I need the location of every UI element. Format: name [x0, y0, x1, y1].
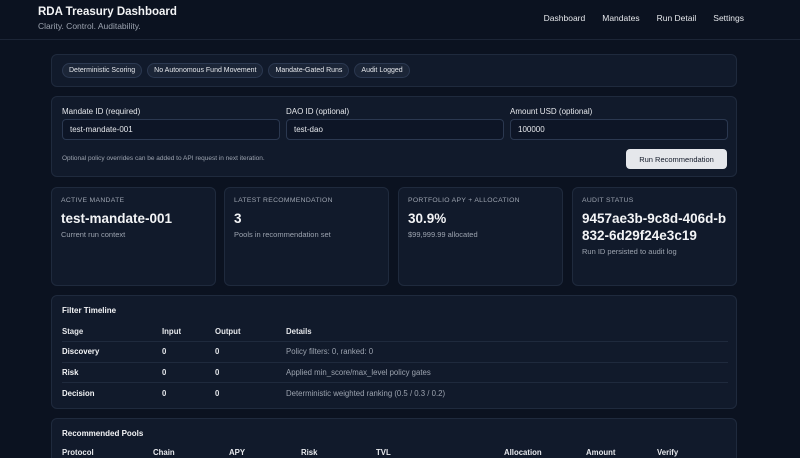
input-cell: 0	[162, 341, 215, 363]
stage-cell: Decision	[62, 388, 95, 398]
stat-latest-recommendation: Latest Recommendation 3 Pools in recomme…	[224, 187, 389, 286]
column-header: Output	[215, 321, 286, 342]
principles-bar: Deterministic Scoring No Autonomous Fund…	[51, 54, 737, 87]
stat-label: Active Mandate	[61, 197, 125, 204]
stat-value: 30.9%	[408, 211, 447, 226]
stat-label: Portfolio APY + Allocation	[408, 197, 520, 204]
table-header-row: Stage Input Output Details	[62, 321, 728, 342]
column-header: Chain	[153, 448, 175, 457]
nav-mandates[interactable]: Mandates	[602, 13, 640, 23]
stat-caption: Pools in recommendation set	[234, 230, 331, 239]
column-header: APY	[229, 448, 246, 457]
amount-usd-label: Amount USD (optional)	[510, 107, 593, 116]
column-header: Allocation	[504, 448, 542, 457]
app-title: RDA Treasury Dashboard	[38, 6, 177, 18]
column-header: Verify	[657, 448, 679, 457]
stat-active-mandate: Active Mandate test-mandate-001 Current …	[51, 187, 216, 286]
stat-portfolio-apy: Portfolio APY + Allocation 30.9% $99,999…	[398, 187, 563, 286]
nav-dashboard[interactable]: Dashboard	[543, 13, 586, 23]
stat-value: 9457ae3b-9c8d-406d-b832-6d29f24e3c19	[582, 211, 727, 243]
dao-id-input[interactable]	[286, 119, 504, 140]
stat-value: 3	[234, 211, 242, 226]
stat-caption: Run ID persisted to audit log	[582, 247, 677, 256]
main-nav: Dashboard Mandates Run Detail Settings	[544, 13, 744, 23]
run-recommendation-button[interactable]: Run Recommendation	[626, 149, 727, 169]
stat-caption: Current run context	[61, 230, 126, 239]
tag-audit-logged: Audit Logged	[354, 63, 410, 78]
section-title: Recommended Pools	[62, 429, 144, 438]
section-title: Filter Timeline	[62, 306, 117, 315]
column-header: Input	[162, 321, 215, 342]
nav-settings[interactable]: Settings	[713, 13, 744, 23]
output-cell: 0	[215, 362, 286, 383]
stage-cell: Discovery	[62, 341, 162, 363]
amount-usd-input[interactable]	[510, 119, 728, 140]
pools-header-row: Protocol Chain APY Risk TVL Allocation A…	[62, 448, 728, 458]
mandate-id-label: Mandate ID (required)	[62, 107, 141, 116]
tag-mandate-gated: Mandate-Gated Runs	[268, 63, 350, 78]
details-cell: Applied min_score/max_level policy gates	[286, 362, 728, 383]
input-cell: 0	[162, 362, 215, 383]
table-row: Risk 0 0 Applied min_score/max_level pol…	[62, 362, 728, 383]
input-cell: 0	[162, 388, 167, 398]
table-row: Discovery 0 0 Policy filters: 0, ranked:…	[62, 341, 728, 363]
nav-run-detail[interactable]: Run Detail	[656, 13, 697, 23]
run-form: Mandate ID (required) DAO ID (optional) …	[51, 96, 737, 177]
output-cell: 0	[215, 341, 286, 363]
dao-id-label: DAO ID (optional)	[286, 107, 350, 116]
column-header: Details	[286, 321, 728, 342]
column-header: Amount	[586, 448, 616, 457]
column-header: Risk	[301, 448, 318, 457]
stat-label: Latest Recommendation	[234, 197, 333, 204]
stat-audit-status: Audit Status 9457ae3b-9c8d-406d-b832-6d2…	[572, 187, 737, 286]
filter-timeline: Filter Timeline Stage Input Output Detai…	[51, 295, 737, 409]
column-header: TVL	[376, 448, 391, 457]
tag-no-autonomous-funds: No Autonomous Fund Movement	[147, 63, 264, 78]
stage-cell: Risk	[62, 362, 162, 383]
recommended-pools: Recommended Pools Protocol Chain APY Ris…	[51, 418, 737, 458]
output-cell: 0	[215, 388, 220, 398]
mandate-id-input[interactable]	[62, 119, 280, 140]
top-bar: RDA Treasury Dashboard Clarity. Control.…	[0, 0, 800, 40]
column-header: Stage	[62, 321, 162, 342]
form-hint: Optional policy overrides can be added t…	[62, 155, 265, 162]
details-cell: Deterministic weighted ranking (0.5 / 0.…	[286, 388, 446, 398]
stat-value: test-mandate-001	[61, 211, 173, 226]
column-header: Protocol	[62, 448, 94, 457]
details-cell: Policy filters: 0, ranked: 0	[286, 341, 728, 363]
stat-caption: $99,999.99 allocated	[408, 230, 478, 239]
stat-label: Audit Status	[582, 197, 634, 204]
table-row: Decision 0 0 Deterministic weighted rank…	[62, 383, 728, 404]
app-subtitle: Clarity. Control. Auditability.	[38, 21, 141, 31]
tag-deterministic-scoring: Deterministic Scoring	[62, 63, 143, 78]
timeline-table: Stage Input Output Details Discovery 0 0…	[62, 321, 728, 403]
